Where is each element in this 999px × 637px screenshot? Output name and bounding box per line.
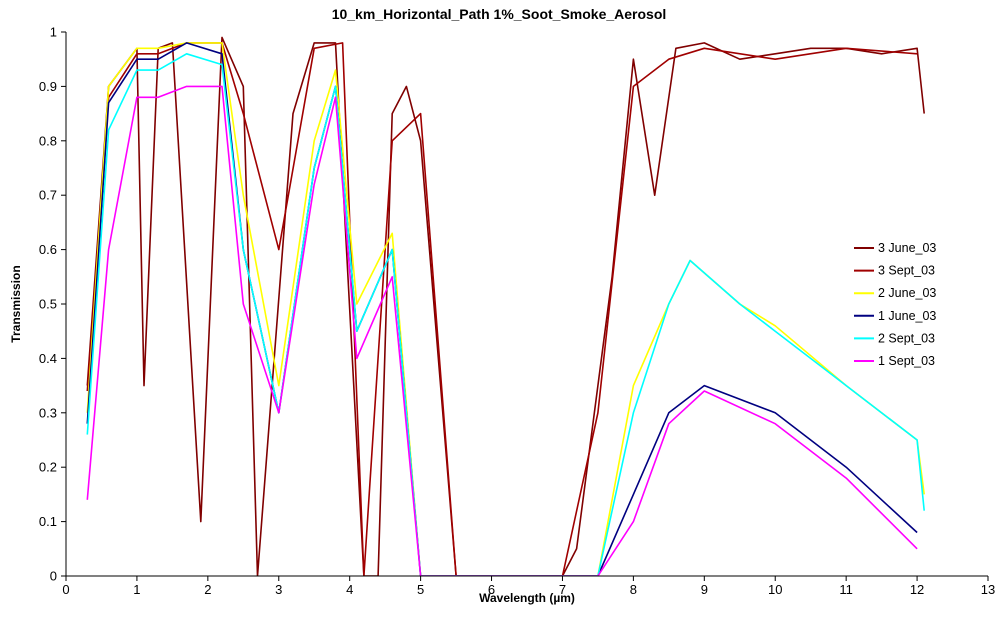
- x-tick-label: 8: [630, 582, 637, 597]
- x-tick-label: 0: [62, 582, 69, 597]
- x-tick-label: 1: [133, 582, 140, 597]
- legend-label: 1 Sept_03: [878, 354, 935, 368]
- legend: 3 June_03 3 Sept_03 2 June_03 1 June_03 2 Se…: [854, 241, 936, 368]
- x-tick-label: 3: [275, 582, 282, 597]
- x-tick-label: 11: [839, 582, 853, 597]
- x-tick-label: 10: [768, 582, 782, 597]
- y-tick-label: 0.7: [39, 188, 57, 203]
- y-axis-label: Transmission: [9, 265, 23, 342]
- series-line-2: [86, 42, 918, 576]
- x-tick-label: 6: [488, 582, 495, 597]
- x-tick-label: 2: [204, 582, 211, 597]
- legend-label: 3 Sept_03: [878, 264, 935, 278]
- series-line-5: [86, 52, 925, 576]
- y-tick-label: 0.1: [39, 514, 57, 529]
- legend-label: 2 Sept_03: [878, 331, 935, 345]
- y-tick-label: 0.3: [39, 405, 57, 420]
- series-line-3: [86, 42, 925, 576]
- y-tick-label: 0: [50, 569, 57, 584]
- x-tick-label: 12: [910, 582, 924, 597]
- x-tick-label: 5: [417, 582, 424, 597]
- legend-label: 1 June_03: [878, 309, 936, 323]
- y-tick-label: 0.2: [39, 460, 57, 475]
- plot-area: [65, 32, 988, 577]
- series-line-4: [86, 42, 918, 576]
- series-line-6: [86, 85, 918, 576]
- legend-label: 2 June_03: [878, 286, 936, 300]
- y-tick-label: 0.8: [39, 133, 57, 148]
- y-tick-label: 0.5: [39, 297, 57, 312]
- y-ticks: 0 0.1 0.2 0.3 0.4 0.5 0.6 0.7 0.8 0.9 1: [39, 25, 66, 584]
- series-layer: [86, 36, 925, 576]
- chart-title: 10_km_Horizontal_Path 1%_Soot_Smoke_Aero…: [332, 6, 667, 22]
- x-tick-label: 7: [559, 582, 566, 597]
- x-axis-label: Wavelength (µm): [479, 591, 575, 605]
- y-tick-label: 0.9: [39, 79, 57, 94]
- x-tick-label: 13: [981, 582, 995, 597]
- series-line-1: [86, 36, 925, 576]
- y-tick-label: 0.6: [39, 242, 57, 257]
- x-tick-label: 9: [701, 582, 708, 597]
- x-ticks: 0 1 2 3 4 5 6 7 8 9 10 11 12 13: [62, 576, 995, 597]
- legend-label: 3 June_03: [878, 241, 936, 255]
- y-tick-label: 0.4: [39, 351, 57, 366]
- x-tick-label: 4: [346, 582, 353, 597]
- y-tick-label: 1: [50, 25, 57, 40]
